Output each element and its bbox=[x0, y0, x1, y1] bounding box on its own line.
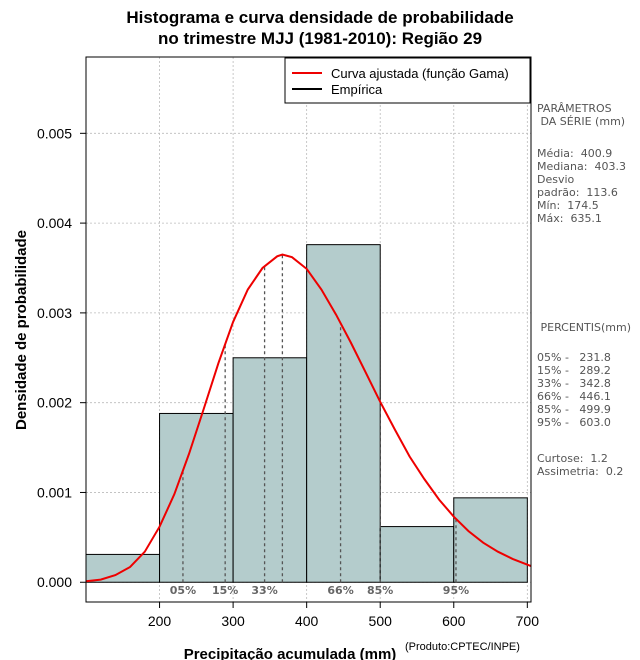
params-title: PARÂMETROS DA SÉRIE (mm) bbox=[537, 102, 626, 128]
product-credit: (Produto:CPTEC/INPE) bbox=[405, 641, 520, 653]
y-tick-label: 0.002 bbox=[37, 395, 72, 411]
legend-box bbox=[284, 57, 531, 104]
plot-frame bbox=[85, 56, 532, 603]
x-tick-label: 500 bbox=[369, 613, 393, 629]
y-tick-label: 0.000 bbox=[37, 574, 72, 590]
percentis-title: PERCENTIS(mm) bbox=[537, 321, 631, 334]
y-tick-label: 0.003 bbox=[37, 305, 72, 321]
percentile-label: 66% bbox=[327, 584, 353, 597]
x-tick-label: 400 bbox=[295, 613, 319, 629]
legend-empirical-label: Empírica bbox=[331, 82, 383, 97]
histogram-bar bbox=[159, 412, 234, 583]
histogram-bar bbox=[453, 497, 528, 583]
histogram-bar bbox=[232, 357, 308, 583]
percentile-label: 15% bbox=[212, 584, 238, 597]
legend-curve-label: Curva ajustada (função Gama) bbox=[331, 66, 509, 81]
y-axis-label: Densidade de probabilidade bbox=[13, 230, 30, 430]
percentile-label: 33% bbox=[251, 584, 277, 597]
x-tick-label: 600 bbox=[442, 613, 466, 629]
x-tick-label: 300 bbox=[221, 613, 245, 629]
gamma-curve bbox=[85, 253, 532, 583]
shape-stats: Curtose: 1.2 Assimetria: 0.2 bbox=[537, 452, 624, 478]
x-tick-label: 200 bbox=[148, 613, 172, 629]
percentile-label: 95% bbox=[443, 584, 469, 597]
chart-title-line-2: no trimestre MJJ (1981-2010): Região 29 bbox=[157, 29, 483, 48]
y-tick-label: 0.001 bbox=[37, 484, 72, 500]
percentis-values: 05% - 231.8 15% - 289.2 33% - 342.8 66% … bbox=[537, 351, 611, 429]
y-tick-label: 0.004 bbox=[37, 215, 72, 231]
params-values: Média: 400.9 Mediana: 403.3 Desvio padrã… bbox=[537, 147, 626, 225]
percentile-label: 05% bbox=[170, 584, 196, 597]
x-tick-label: 700 bbox=[516, 613, 540, 629]
histogram-bar bbox=[306, 244, 381, 583]
histogram-bar bbox=[379, 526, 455, 583]
percentile-label: 85% bbox=[367, 584, 393, 597]
histogram-bar bbox=[85, 553, 161, 583]
y-tick-label: 0.005 bbox=[37, 125, 72, 141]
x-axis-label: Precipitação acumulada (mm) bbox=[184, 646, 397, 660]
chart-title-line-1: Histograma e curva densidade de probabil… bbox=[126, 8, 514, 27]
